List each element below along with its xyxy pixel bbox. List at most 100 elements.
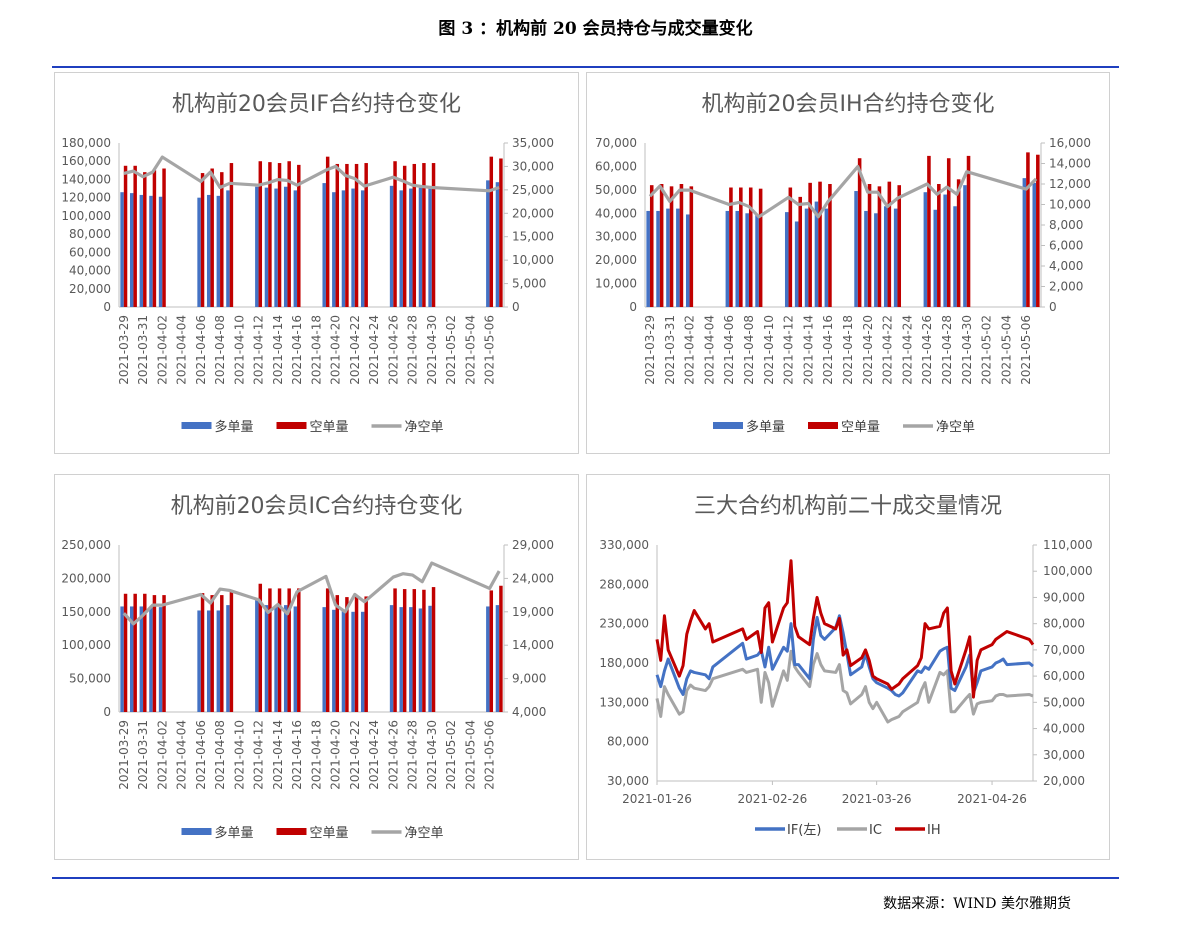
long-bar — [216, 610, 221, 712]
y2-tick-label: 5,000 — [512, 277, 546, 291]
short-bar — [277, 588, 282, 712]
x-tick-label: 2021-04-02 — [155, 315, 169, 385]
x-tick-label: 2021-04-04 — [702, 315, 716, 385]
short-bar — [431, 163, 436, 307]
legend-swatch — [808, 422, 838, 429]
ih-position-chart-svg: 机构前20会员IH合约持仓变化 0 10,000 20,000 30,000 40,000… — [595, 92, 1091, 435]
short-bar — [393, 161, 397, 307]
x-tick-label: 2021-04-14 — [271, 315, 285, 385]
y2-tick-label: 24,000 — [512, 571, 554, 585]
legend-label: 净空单 — [405, 420, 444, 435]
short-bar — [354, 163, 359, 307]
short-bar — [422, 163, 426, 307]
short-bar — [268, 162, 272, 307]
x-tick-label: 2021-04-10 — [232, 720, 246, 790]
long-bar — [864, 210, 868, 307]
chart-title: 机构前20会员IF合约持仓变化 — [172, 92, 461, 117]
y-tick-label: 0 — [629, 300, 637, 314]
ic-position-chart-svg: 机构前20会员IC合约持仓变化 0 50,000 100,000 150,000 200,… — [61, 494, 554, 841]
long-bar — [255, 599, 259, 712]
short-bar — [489, 590, 494, 712]
short-bar — [335, 595, 340, 712]
short-bar — [402, 165, 407, 307]
x-tick-label: 2021-05-04 — [999, 315, 1013, 385]
short-bar — [937, 184, 941, 307]
short-bar — [649, 185, 654, 307]
short-bar — [220, 595, 224, 712]
y2-tick-label: 100,000 — [1043, 564, 1093, 578]
x-tick-label: 2021-05-06 — [1019, 315, 1033, 385]
short-bar — [1026, 152, 1030, 307]
long-bar — [953, 206, 957, 307]
long-bar — [341, 190, 346, 307]
short-bar — [287, 161, 291, 307]
chart-title: 三大合约机构前二十成交量情况 — [694, 494, 1002, 519]
y2-tick-label: 35,000 — [512, 136, 554, 150]
long-bar — [216, 195, 221, 307]
y2-tick-label: 12,000 — [1049, 177, 1091, 191]
x-tick-label: 2021-04-28 — [940, 315, 954, 385]
x-tick-label: 2021-04-02 — [683, 315, 697, 385]
short-bar — [162, 168, 166, 307]
short-bar — [133, 165, 137, 307]
legend-swatch — [276, 828, 307, 835]
y2-tick-label: 70,000 — [1043, 643, 1085, 657]
y-tick-label: 70,000 — [595, 136, 637, 150]
long-bar — [332, 192, 336, 307]
short-bar — [818, 181, 822, 307]
short-bar — [729, 187, 733, 307]
ih-position-chart: 机构前20会员IH合约持仓变化 0 10,000 20,000 30,000 40,000… — [586, 72, 1110, 454]
x-tick-label: 2021-04-06 — [722, 315, 736, 385]
short-bar — [364, 163, 368, 307]
short-bar — [689, 186, 694, 307]
short-bar — [887, 181, 892, 307]
net-short-line — [648, 164, 1038, 219]
legend-label: 净空单 — [405, 826, 444, 841]
long-bar — [389, 605, 394, 712]
short-bar — [788, 187, 793, 307]
x-tick-label: 2021-03-29 — [643, 315, 657, 385]
x-tick-label: 2021-05-02 — [444, 720, 458, 790]
volume-chart-svg: 三大合约机构前二十成交量情况 30,000 80,000 130,000 180,000… — [599, 494, 1093, 838]
long-bar — [666, 208, 670, 307]
short-bar — [364, 596, 368, 712]
x-tick-label: 2021-03-31 — [136, 720, 150, 790]
short-bar — [489, 156, 494, 307]
y2-tick-label: 80,000 — [1043, 617, 1085, 631]
long-bar — [656, 210, 660, 307]
x-tick-label: 2021-04-20 — [329, 315, 343, 385]
y2-tick-label: 2,000 — [1049, 280, 1083, 294]
short-bar — [946, 158, 951, 307]
long-bar — [495, 182, 500, 307]
x-tick-label: 2021-04-08 — [213, 315, 227, 385]
y-tick-label: 150,000 — [61, 605, 111, 619]
long-bar — [963, 185, 967, 307]
y2-tick-label: 20,000 — [1043, 774, 1085, 788]
y2-tick-label: 19,000 — [512, 605, 554, 619]
y-tick-label: 10,000 — [595, 277, 637, 291]
long-bar — [389, 185, 394, 307]
y-tick-label: 40,000 — [69, 264, 111, 278]
long-bar — [149, 607, 153, 712]
y2-tick-label: 10,000 — [1049, 198, 1091, 212]
short-bar — [897, 185, 902, 307]
long-bar — [226, 190, 230, 307]
data-source: 数据来源：WIND 美尔雅期货 — [883, 896, 1071, 912]
y-tick-label: 330,000 — [599, 538, 649, 552]
x-tick-label: 2021-04-12 — [782, 315, 796, 385]
long-bar — [874, 213, 878, 307]
long-bar — [804, 208, 809, 307]
short-bar — [152, 595, 157, 712]
long-bar — [794, 221, 799, 307]
y-tick-label: 0 — [103, 300, 111, 314]
x-tick-label: 2021-04-14 — [801, 315, 815, 385]
short-bar — [287, 588, 291, 712]
legend-swatch — [713, 422, 743, 429]
long-bar — [264, 605, 269, 712]
legend-swatch — [181, 422, 212, 429]
long-bar — [824, 208, 829, 307]
long-bar — [120, 192, 124, 307]
short-bar — [499, 585, 503, 712]
short-bar — [335, 163, 340, 307]
x-tick-label: 2021-04-26 — [386, 315, 400, 385]
